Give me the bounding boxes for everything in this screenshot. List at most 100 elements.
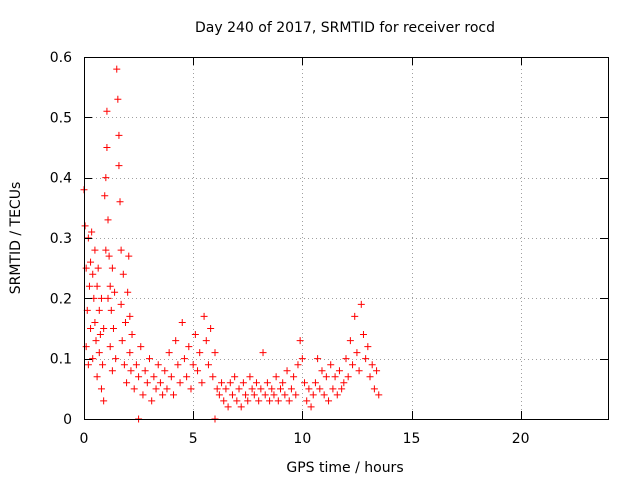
- data-point: [139, 391, 147, 399]
- data-point: [239, 379, 247, 387]
- data-point: [235, 385, 243, 393]
- data-point: [146, 355, 153, 363]
- data-point: [270, 391, 278, 399]
- data-point: [279, 379, 287, 387]
- data-point: [355, 367, 363, 375]
- data-point: [178, 318, 186, 326]
- data-point: [154, 361, 162, 369]
- data-point: [287, 385, 295, 393]
- y-tick-label: 0.3: [50, 231, 72, 247]
- data-point: [316, 385, 324, 393]
- x-tick-labels: 0 5 10 15 20: [80, 431, 530, 447]
- data-point: [111, 288, 119, 296]
- data-point: [161, 367, 169, 375]
- data-point: [100, 397, 108, 405]
- data-point: [283, 367, 291, 375]
- y-tick-label: 0.5: [50, 110, 72, 126]
- data-point: [132, 361, 140, 369]
- chart-title: Day 240 of 2017, SRMTID for receiver roc…: [195, 20, 495, 36]
- data-point: [327, 361, 335, 369]
- data-point: [95, 349, 103, 357]
- data-point: [255, 397, 263, 405]
- data-point: [106, 282, 114, 290]
- data-point: [109, 325, 117, 332]
- data-point: [342, 355, 350, 363]
- data-point: [311, 379, 319, 387]
- data-point: [263, 379, 271, 387]
- data-point: [322, 373, 330, 381]
- data-point: [204, 361, 212, 369]
- data-point: [320, 391, 328, 399]
- data-point: [114, 95, 122, 103]
- data-point: [242, 391, 250, 399]
- y-tick-label: 0: [63, 412, 72, 428]
- data-point: [333, 391, 341, 399]
- data-point: [305, 385, 313, 393]
- data-point: [272, 373, 280, 381]
- data-point: [244, 397, 252, 405]
- data-point: [357, 300, 365, 308]
- data-point: [303, 397, 311, 405]
- data-point: [329, 385, 337, 393]
- data-point: [344, 373, 352, 381]
- data-point: [207, 325, 215, 332]
- data-point: [368, 361, 376, 369]
- data-point: [106, 343, 114, 351]
- data-point: [87, 325, 95, 332]
- data-point: [307, 403, 315, 411]
- data-point: [218, 379, 226, 387]
- data-point: [89, 270, 97, 278]
- data-point: [183, 373, 191, 381]
- data-point: [99, 361, 107, 369]
- data-point: [127, 367, 135, 375]
- data-point: [113, 65, 121, 73]
- data-points: [80, 65, 383, 423]
- data-point: [123, 379, 131, 387]
- data-point: [261, 391, 269, 399]
- axis-ticks: [84, 57, 608, 420]
- data-point: [156, 379, 164, 387]
- data-point: [88, 228, 96, 236]
- data-point: [87, 258, 95, 266]
- data-point: [108, 264, 116, 272]
- x-tick-label: 15: [403, 431, 421, 447]
- data-point: [301, 379, 309, 387]
- data-point: [125, 252, 133, 260]
- data-point: [231, 373, 239, 381]
- data-point: [346, 337, 354, 345]
- data-point: [150, 373, 158, 381]
- data-point: [104, 294, 112, 302]
- data-point: [82, 343, 90, 351]
- data-point: [200, 312, 208, 320]
- data-point: [101, 192, 109, 200]
- x-axis-label: GPS time / hours: [286, 460, 403, 476]
- data-point: [325, 397, 333, 405]
- data-point: [93, 282, 101, 290]
- data-point: [92, 337, 100, 345]
- data-point: [370, 385, 378, 393]
- data-point: [340, 379, 348, 387]
- x-tick-label: 20: [512, 431, 530, 447]
- x-tick-label: 10: [293, 431, 311, 447]
- data-point: [246, 373, 254, 381]
- data-point: [277, 385, 284, 393]
- data-point: [120, 361, 128, 369]
- data-point: [82, 264, 90, 272]
- data-point: [373, 367, 381, 375]
- data-point: [248, 385, 256, 393]
- data-point: [198, 379, 206, 387]
- data-point: [215, 391, 223, 399]
- data-point: [362, 355, 370, 363]
- data-point: [364, 343, 372, 351]
- data-point: [294, 361, 302, 369]
- data-point: [170, 391, 178, 399]
- data-point: [266, 397, 274, 405]
- data-point: [81, 222, 89, 230]
- data-point: [148, 397, 156, 405]
- data-point: [237, 403, 245, 411]
- data-point: [174, 361, 182, 369]
- data-point: [137, 343, 145, 351]
- data-point: [121, 318, 129, 326]
- data-point: [187, 385, 195, 393]
